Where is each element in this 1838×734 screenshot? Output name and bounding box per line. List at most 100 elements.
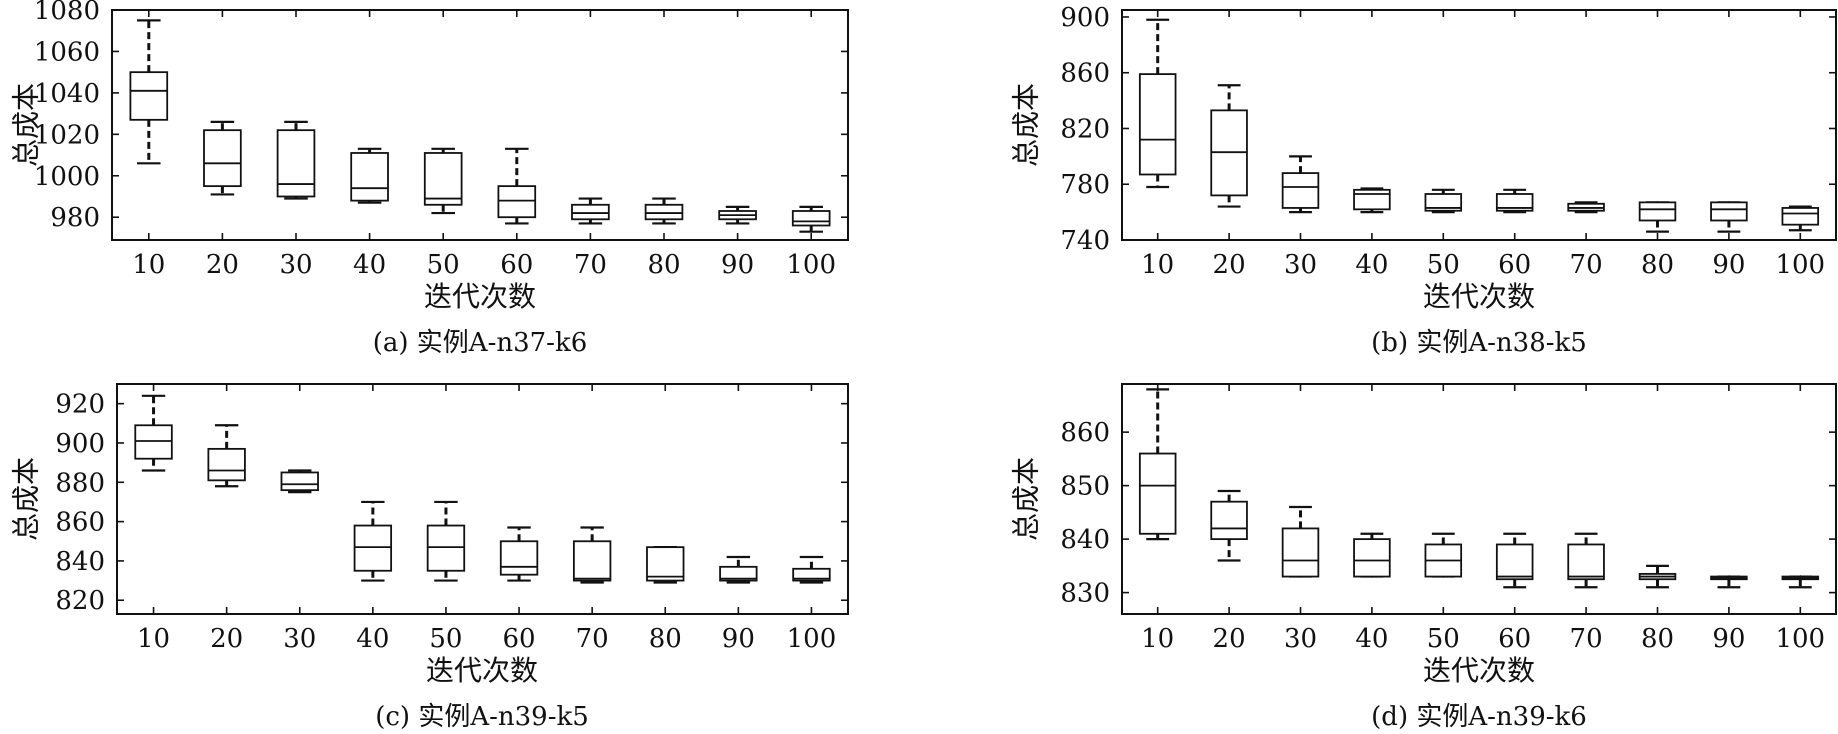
box-70 <box>572 526 612 584</box>
y-axis-title: 总成本 <box>1010 83 1043 167</box>
y-tick-label: 780 <box>1060 170 1110 200</box>
iqr-box <box>203 129 242 188</box>
box-70 <box>1567 532 1605 589</box>
box-20 <box>1210 84 1248 208</box>
x-tick-label: 60 <box>500 250 533 280</box>
iqr-box <box>646 546 685 582</box>
y-tick-label: 740 <box>1060 226 1110 256</box>
box-20 <box>1210 489 1248 562</box>
box-40 <box>353 500 393 582</box>
iqr-box <box>1138 73 1177 176</box>
chart-panel-3: 820 840 860 880 900 920 10 20 30 40 50 60 70 80 90 100 迭… <box>10 383 849 732</box>
plot-frame <box>1121 383 1837 615</box>
iqr-box <box>1138 452 1177 535</box>
box-100 <box>792 555 831 584</box>
x-tick-label: 10 <box>137 624 170 654</box>
box-90 <box>719 555 758 584</box>
iqr-box <box>276 129 316 198</box>
iqr-box <box>719 565 758 582</box>
box-70 <box>1567 201 1605 214</box>
box-40 <box>350 147 389 204</box>
x-tick-label: 90 <box>1712 624 1745 654</box>
iqr-box <box>571 203 610 221</box>
x-tick-label: 20 <box>1213 624 1246 654</box>
plot-frame <box>116 383 849 615</box>
iqr-box <box>1210 500 1248 541</box>
iqr-box <box>792 567 831 582</box>
chart-panel-4: 830 840 850 860 10 20 30 40 50 60 70 80 90 100 迭代次数 (d)… <box>1010 383 1837 732</box>
plot-frame <box>1121 9 1837 241</box>
x-tick-label: 90 <box>722 624 755 654</box>
x-tick-label: 70 <box>574 250 607 280</box>
box-60 <box>1495 532 1534 589</box>
x-tick-label: 20 <box>210 624 243 654</box>
box-80 <box>646 546 685 584</box>
y-tick-label: 1060 <box>34 37 100 67</box>
y-tick-label: 1020 <box>34 120 100 150</box>
iqr-box <box>572 540 612 582</box>
y-tick-label: 860 <box>1060 59 1110 89</box>
box-40 <box>1353 532 1391 578</box>
y-tick-label: 1080 <box>34 0 100 26</box>
iqr-box <box>353 524 393 572</box>
x-tick-label: 30 <box>1284 624 1317 654</box>
box-50 <box>1424 532 1463 578</box>
box-50 <box>426 500 466 582</box>
y-axis-title: 总成本 <box>10 83 43 167</box>
x-tick-label: 70 <box>1570 250 1603 280</box>
iqr-box <box>497 185 537 219</box>
iqr-box <box>1495 193 1534 212</box>
iqr-box <box>1781 207 1820 226</box>
iqr-box <box>426 524 466 572</box>
x-axis-title: 迭代次数 <box>426 654 538 687</box>
y-tick-label: 820 <box>1060 114 1110 144</box>
box-90 <box>1710 201 1748 233</box>
box-10 <box>1138 388 1177 541</box>
x-tick-label: 30 <box>283 624 316 654</box>
box-30 <box>280 469 319 494</box>
x-tick-label: 100 <box>787 624 837 654</box>
iqr-box <box>350 152 389 202</box>
box-30 <box>1281 155 1320 214</box>
x-tick-label: 50 <box>427 250 460 280</box>
box-60 <box>1495 188 1534 214</box>
y-tick-label: 840 <box>1060 525 1110 555</box>
x-tick-label: 50 <box>1427 250 1460 280</box>
iqr-box <box>1281 527 1320 578</box>
box-80 <box>644 197 684 225</box>
y-tick-label: 860 <box>55 508 105 538</box>
x-tick-label: 30 <box>1284 250 1317 280</box>
iqr-box <box>207 447 246 482</box>
x-tick-label: 50 <box>1427 624 1460 654</box>
box-10 <box>1138 18 1177 189</box>
iqr-box <box>1638 201 1677 222</box>
box-60 <box>499 526 539 582</box>
iqr-box <box>423 152 463 206</box>
box-60 <box>497 147 537 225</box>
box-100 <box>791 205 831 233</box>
x-tick-label: 10 <box>1141 250 1174 280</box>
iqr-box <box>791 210 831 227</box>
y-tick-label: 900 <box>1060 3 1110 33</box>
y-tick-label: 830 <box>1060 579 1110 609</box>
box-50 <box>423 147 463 215</box>
box-90 <box>718 205 757 225</box>
iqr-box <box>280 471 319 492</box>
y-tick-label: 1000 <box>34 162 100 192</box>
iqr-box <box>1353 188 1391 211</box>
y-tick-label: 840 <box>55 547 105 577</box>
y-tick-label: 900 <box>55 429 105 459</box>
chart-caption: (a) 实例A-n37-k6 <box>373 328 588 358</box>
x-tick-label: 40 <box>1355 624 1388 654</box>
x-tick-label: 100 <box>786 250 836 280</box>
x-tick-label: 60 <box>1498 250 1531 280</box>
box-30 <box>276 120 316 200</box>
box-100 <box>1781 575 1820 589</box>
y-tick-label: 850 <box>1060 472 1110 502</box>
x-tick-label: 10 <box>132 250 165 280</box>
iqr-box <box>644 203 684 221</box>
x-tick-label: 30 <box>279 250 312 280</box>
box-30 <box>1281 505 1320 578</box>
